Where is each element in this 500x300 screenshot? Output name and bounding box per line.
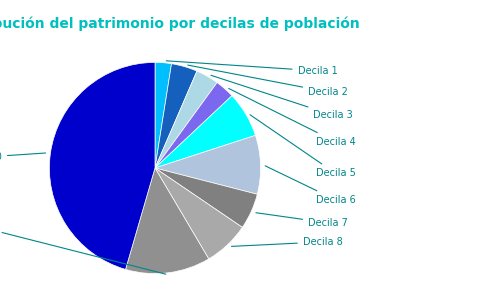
Text: Decila 7: Decila 7: [256, 213, 348, 228]
Text: Decila 1: Decila 1: [166, 61, 338, 76]
Title: Distribución del patrimonio por decilas de población: Distribución del patrimonio por decilas …: [0, 16, 360, 31]
Wedge shape: [155, 64, 197, 168]
Wedge shape: [155, 62, 172, 168]
Text: Decila 3: Decila 3: [211, 75, 353, 120]
Text: Decila 9: Decila 9: [0, 221, 166, 274]
Text: Decila 6: Decila 6: [265, 166, 356, 205]
Wedge shape: [126, 168, 209, 274]
Wedge shape: [155, 135, 260, 194]
Wedge shape: [155, 71, 217, 168]
Text: Decila 5: Decila 5: [250, 115, 356, 178]
Wedge shape: [155, 82, 232, 168]
Text: Decila 8: Decila 8: [232, 237, 342, 247]
Text: Decila 4: Decila 4: [228, 88, 356, 147]
Text: Decila 2: Decila 2: [188, 65, 348, 97]
Wedge shape: [155, 96, 256, 168]
Wedge shape: [155, 168, 242, 259]
Wedge shape: [155, 168, 258, 227]
Text: Decila 10: Decila 10: [0, 152, 46, 162]
Wedge shape: [50, 62, 155, 269]
